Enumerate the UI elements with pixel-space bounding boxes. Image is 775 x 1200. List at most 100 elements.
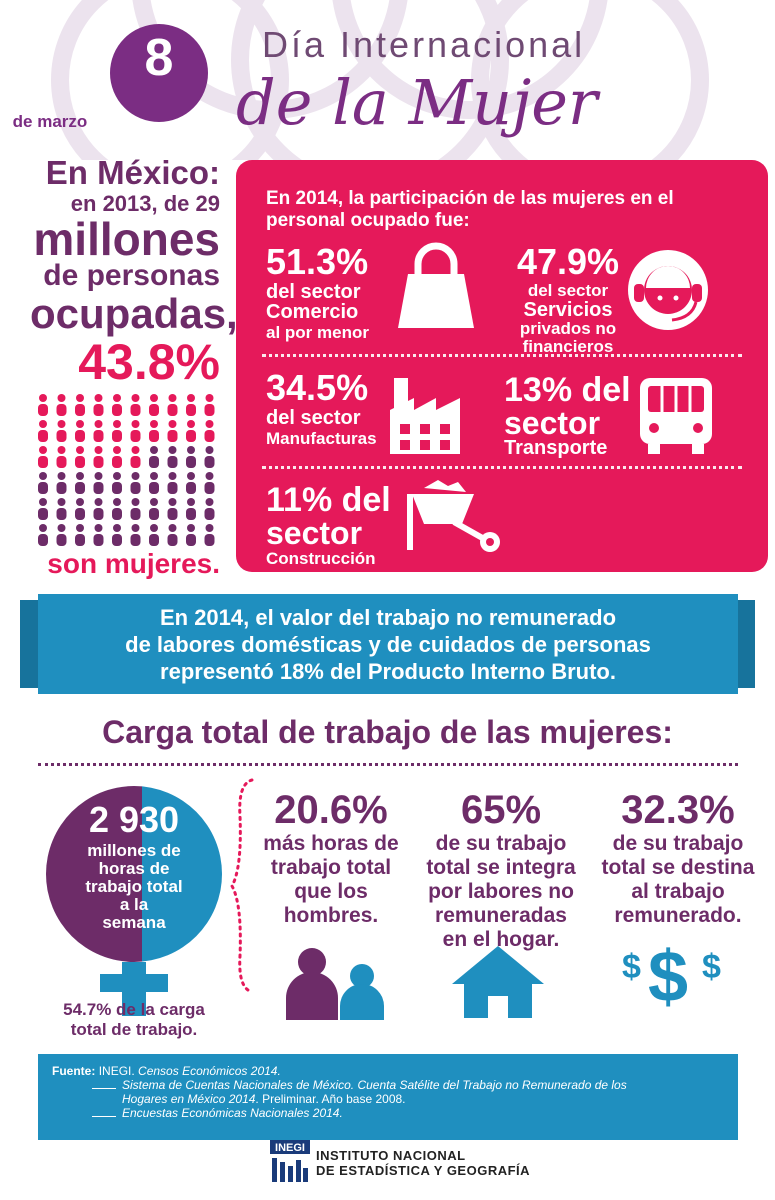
person-icon [38, 472, 48, 494]
person-icon [112, 498, 122, 520]
summary-line-5: ocupadas, [30, 290, 238, 337]
person-icon [38, 446, 48, 468]
paid-work-l1: de su trabajo [612, 832, 744, 855]
unpaid-home-l3: por labores no [428, 880, 574, 903]
person-icon [149, 394, 159, 416]
paid-work-l2: total se destina [601, 856, 755, 879]
unpaid-home-pct: 65% [460, 788, 542, 832]
date-badge: 8 [110, 24, 208, 122]
person-icon [56, 446, 67, 468]
workload-title: Carga total de trabajo de las mujeres: [102, 714, 673, 750]
share-line-1: 54.7% de la carga [63, 1000, 205, 1019]
stat-unpaid-home: 65% de su trabajo total se integra por l… [416, 788, 586, 952]
person-icon [93, 394, 104, 416]
inegi-name-2: DE ESTADÍSTICA Y GEOGRAFÍA [316, 1163, 531, 1178]
unpaid-home-l5: en el hogar. [442, 928, 560, 951]
person-icon [186, 524, 196, 546]
title-line-1: Día Internacional [262, 24, 586, 65]
transporte-l2: Transporte [504, 437, 608, 459]
person-icon [130, 394, 141, 416]
person-icon [204, 472, 215, 494]
banner-line-3: representó 18% del Producto Interno Brut… [160, 659, 616, 684]
person-icon [38, 498, 48, 520]
weekly-hours-value: 2 930 [88, 799, 180, 840]
stat-paid-work: 32.3% de su trabajo total se destina al … [596, 788, 760, 928]
hours-label-3: trabajo total [85, 877, 183, 896]
person-icon [112, 446, 122, 468]
unpaid-work-banner: En 2014, el valor del trabajo no remuner… [38, 594, 738, 694]
more-hours-l3: que los [294, 880, 368, 903]
people-icon [286, 948, 384, 1020]
inegi-name-1: INSTITUTO NACIONAL [316, 1148, 466, 1163]
person-icon [93, 498, 104, 520]
person-icon [75, 394, 85, 416]
svg-text:INEGI: INEGI [275, 1142, 305, 1154]
more-hours-l1: más horas de [263, 832, 399, 855]
person-icon [130, 446, 141, 468]
construccion-l1: sector [266, 515, 363, 551]
comercio-l1: del sector [266, 281, 361, 303]
manufacturas-l2: Manufacturas [266, 429, 377, 448]
bus-icon [640, 378, 712, 454]
unpaid-home-l1: de su trabajo [435, 832, 567, 855]
person-icon [130, 524, 141, 546]
summary-line-1: En México: [45, 154, 220, 191]
header-decoration [51, 0, 709, 160]
workload-share: 54.7% de la carga total de trabajo. [34, 1000, 234, 1040]
person-icon [93, 472, 104, 494]
sector-intro: En 2014, la participación de las mujeres… [266, 188, 674, 231]
source-2c: . Preliminar. Año base 2008. [255, 1092, 406, 1106]
construccion-l2: Construcción [266, 549, 376, 568]
person-icon [130, 498, 141, 520]
source-1: Censos Económicos 2014. [138, 1064, 281, 1078]
women-share-pct: 43.8% [78, 334, 220, 390]
source-label: Fuente: [52, 1064, 96, 1078]
person-icon [149, 498, 159, 520]
person-icon [186, 446, 196, 468]
people-grid-icon [38, 394, 215, 546]
person-icon [112, 420, 122, 442]
comercio-pct: 51.3% [266, 241, 369, 282]
person-icon [167, 498, 178, 520]
paid-work-pct: 32.3% [621, 788, 735, 832]
comercio-l3: al por menor [266, 323, 369, 342]
person-icon [112, 524, 122, 546]
source-3: Encuestas Económicas Nacionales 2014. [122, 1106, 343, 1120]
employment-summary: En México: en 2013, de 29 millones de pe… [30, 154, 238, 390]
construccion-pct: 11% del [266, 481, 391, 519]
summary-line-2: en 2013, de 29 [70, 191, 220, 216]
person-icon [75, 420, 85, 442]
person-icon [56, 498, 67, 520]
sources-box: Fuente: INEGI. Censos Económicos 2014. S… [38, 1054, 738, 1140]
hours-label-5: semana [102, 913, 166, 932]
person-icon [38, 420, 48, 442]
house-icon [452, 946, 544, 1018]
source-org: INEGI. [98, 1064, 135, 1078]
sector-construccion: 11% del sector Construcción [266, 482, 406, 568]
person-icon [93, 524, 104, 546]
hours-label-2: horas de [98, 859, 170, 878]
person-icon [56, 394, 67, 416]
wheelbarrow-icon [407, 480, 500, 552]
comercio-l2: Comercio [266, 301, 359, 323]
title-line-2: de la Mujer [236, 66, 598, 139]
separator [38, 763, 738, 766]
person-icon [186, 394, 196, 416]
sector-transporte: 13% del sector Transporte [504, 372, 634, 458]
hours-label-1: millones de [87, 841, 181, 860]
banner-line-2: de labores domésticas y de cuidados de p… [125, 632, 651, 657]
person-icon [186, 498, 196, 520]
sector-panel: En 2014, la participación de las mujeres… [236, 160, 768, 572]
person-icon [56, 524, 67, 546]
inegi-logo: INEGI [270, 1140, 310, 1182]
person-icon [112, 472, 122, 494]
source-2a: Sistema de Cuentas Nacionales de México.… [122, 1078, 627, 1092]
sector-comercio: 51.3% del sector Comercio al por menor [266, 244, 406, 342]
person-icon [204, 420, 215, 442]
person-icon [149, 524, 159, 546]
person-icon [112, 394, 122, 416]
person-icon [167, 472, 178, 494]
stat-more-hours: 20.6% más horas de trabajo total que los… [256, 788, 406, 928]
person-icon [130, 472, 141, 494]
servicios-pct: 47.9% [516, 241, 620, 282]
